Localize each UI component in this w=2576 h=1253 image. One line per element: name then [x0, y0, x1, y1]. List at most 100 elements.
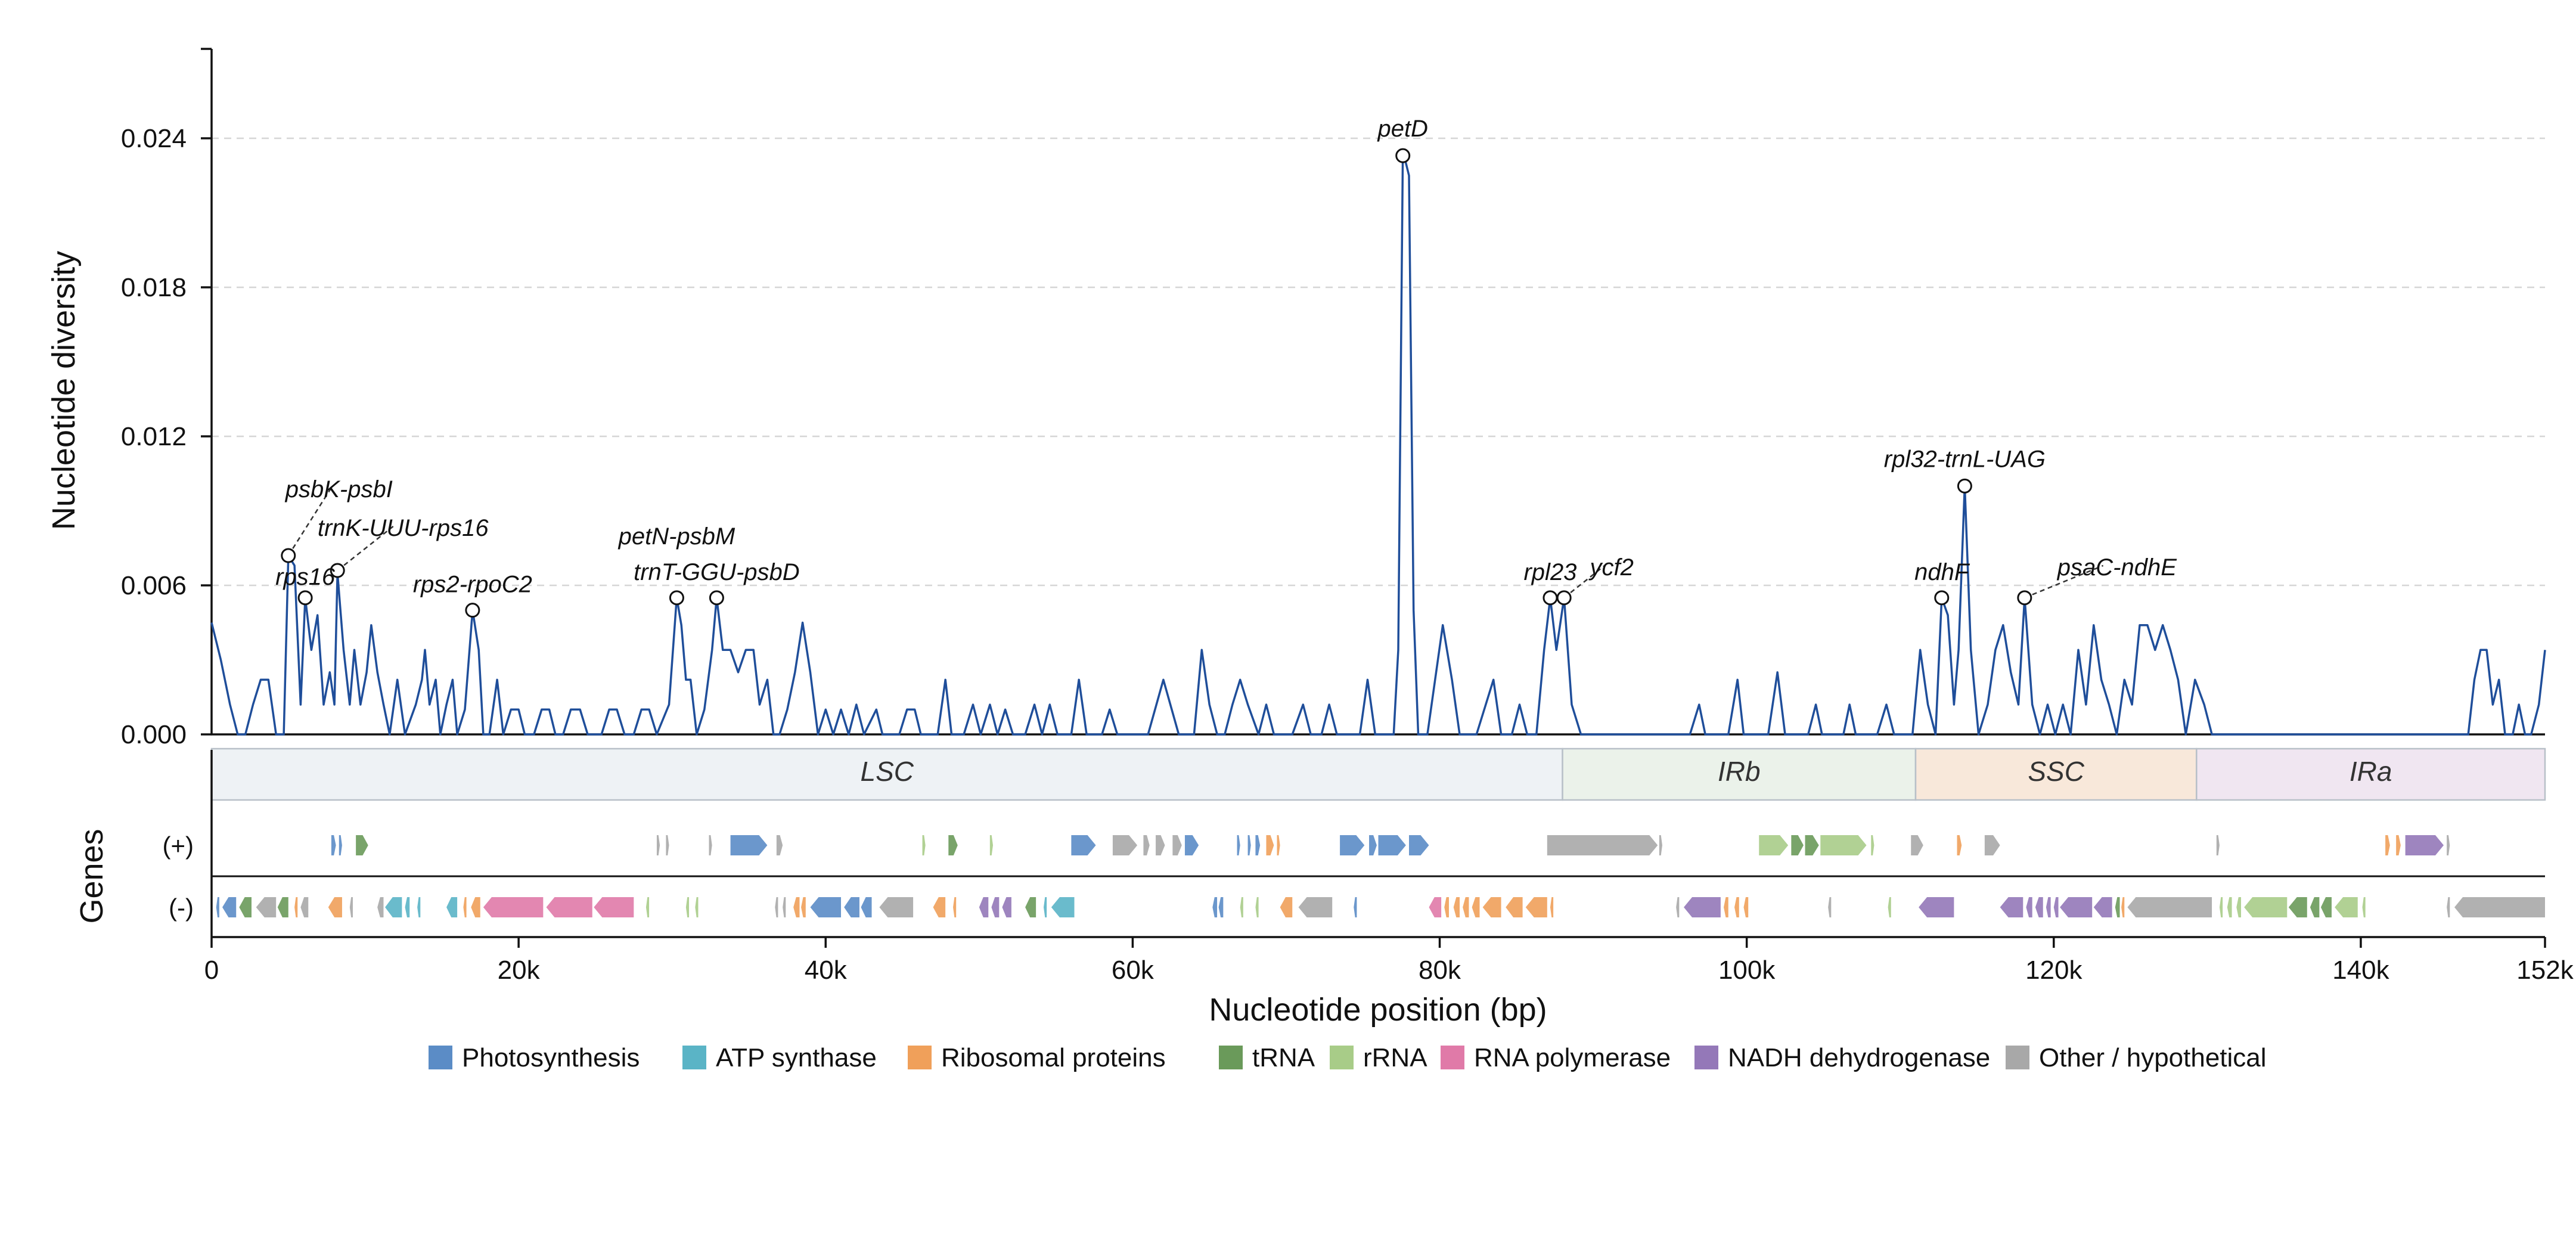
gene-feature-minus-77: [2310, 897, 2320, 917]
gene-feature-plus-36: [2216, 835, 2220, 855]
gene-feature-minus-27: [844, 897, 859, 917]
gene-feature-minus-53: [1550, 897, 1554, 917]
legend-swatch-trna: [1219, 1046, 1243, 1069]
region-label-irb: IRb: [1718, 756, 1761, 787]
gene-feature-plus-13: [1143, 835, 1150, 855]
gene-feature-minus-38: [1212, 897, 1218, 917]
peak-marker-psbk-psbi: [281, 548, 296, 563]
annotation-leader-trnk-uuu-rps16: [337, 526, 394, 571]
gene-feature-plus-15: [1172, 835, 1182, 855]
region-label-ssc: SSC: [2028, 756, 2084, 787]
gene-feature-plus-34: [1957, 835, 1962, 855]
gene-feature-minus-73: [2227, 897, 2232, 917]
peak-label-psbk-psbi: psbK-psbI: [285, 476, 393, 503]
gene-feature-minus-3: [256, 897, 277, 917]
gene-feature-minus-15: [471, 897, 480, 917]
gene-feature-minus-52: [1525, 897, 1547, 917]
gene-feature-plus-7: [776, 835, 783, 855]
gene-feature-minus-37: [1051, 897, 1075, 917]
gene-feature-plus-32: [1871, 835, 1874, 855]
y-tick-label-3: 0.018: [121, 273, 187, 302]
axes: 0.000 0.006 0.012 0.018 0.024 0 20k 40k 60k 80k 10…: [121, 48, 2574, 985]
gene-feature-plus-5: [709, 835, 712, 855]
gene-feature-minus-28: [861, 897, 872, 917]
gene-feature-minus-26: [810, 897, 842, 917]
gene-feature-plus-38: [2396, 835, 2401, 855]
gene-feature-plus-23: [1369, 835, 1377, 855]
gene-feature-minus-63: [2026, 897, 2032, 917]
gene-feature-minus-8: [349, 897, 353, 917]
legend-label-photosynthesis: Photosynthesis: [462, 1043, 640, 1072]
x-tick-label-3: 60k: [1112, 956, 1154, 985]
x-axis-title: Nucleotide position (bp): [1209, 992, 1547, 1028]
series-line-0: [210, 150, 2546, 736]
gene-feature-minus-55: [1684, 897, 1721, 917]
gene-feature-minus-44: [1354, 897, 1357, 917]
gridlines: [212, 137, 2545, 587]
gene-feature-minus-22: [775, 897, 778, 917]
gene-feature-minus-12: [417, 897, 421, 917]
region-label-lsc: LSC: [861, 756, 914, 787]
gene-feature-minus-49: [1472, 897, 1480, 917]
gene-feature-minus-71: [2127, 897, 2212, 917]
gene-feature-plus-39: [2405, 835, 2444, 855]
peak-label-petn-psbm: petN-psbM: [618, 523, 735, 550]
gene-feature-plus-28: [1759, 835, 1789, 855]
gene-feature-minus-61: [1919, 897, 1954, 917]
peak-label-rpl23: rpl23: [1523, 559, 1576, 585]
gene-feature-minus-4: [277, 897, 288, 917]
strand-label-plus: (+): [163, 832, 194, 860]
legend-label-rna-polymerase: RNA polymerase: [1474, 1043, 1671, 1072]
genes-track-title: Genes: [74, 829, 110, 923]
gene-feature-minus-41: [1255, 897, 1259, 917]
x-tick-label-1: 20k: [498, 956, 541, 985]
peak-marker-trnt-ggu-psbd: [709, 590, 724, 606]
legend-swatch-photosynthesis: [429, 1046, 452, 1069]
peak-label-petd: petD: [1377, 116, 1428, 142]
gene-feature-minus-74: [2236, 897, 2242, 917]
legend-label-ribosomal-proteins: Ribosomal proteins: [941, 1043, 1166, 1072]
gene-feature-minus-2: [239, 897, 252, 917]
peak-label-ndhf: ndhF: [1914, 559, 1970, 585]
gene-feature-plus-6: [730, 835, 768, 855]
peak-label-trnk-uuu-rps16: trnK-UUU-rps16: [318, 515, 489, 541]
x-tick-label-7: 140k: [2332, 956, 2389, 985]
gene-feature-minus-42: [1280, 897, 1293, 917]
gene-feature-plus-21: [1277, 835, 1280, 855]
gene-feature-minus-45: [1429, 897, 1442, 917]
peak-marker-rps2-rpoc2: [465, 603, 480, 618]
gene-feature-minus-57: [1734, 897, 1739, 917]
gene-feature-plus-26: [1547, 835, 1658, 855]
gene-feature-plus-24: [1378, 835, 1406, 855]
gene-feature-plus-20: [1266, 835, 1274, 855]
legend-swatch-nadh-dehydrogenase: [1694, 1046, 1718, 1069]
legend-swatch-rna-polymerase: [1441, 1046, 1464, 1069]
region-label-ira: IRa: [2350, 756, 2392, 787]
region-band: LSC IRb SSC IRa: [210, 748, 2546, 801]
gene-feature-minus-59: [1828, 897, 1832, 917]
gene-feature-minus-43: [1298, 897, 1333, 917]
gene-feature-plus-31: [1820, 835, 1867, 855]
gene-feature-minus-48: [1463, 897, 1469, 917]
gene-feature-minus-21: [695, 897, 699, 917]
annotation-leader-psac-ndhe: [2024, 565, 2104, 598]
gene-feature-minus-58: [1743, 897, 1749, 917]
legend-swatch-ribosomal-proteins: [908, 1046, 932, 1069]
gene-feature-plus-37: [2385, 835, 2390, 855]
gene-feature-minus-82: [2454, 897, 2545, 917]
gene-feature-minus-30: [933, 897, 946, 917]
gene-feature-plus-18: [1247, 835, 1251, 855]
y-tick-label-0: 0.000: [121, 720, 187, 749]
gene-feature-minus-69: [2115, 897, 2120, 917]
gene-feature-minus-1: [222, 897, 237, 917]
gene-feature-plus-1: [339, 835, 342, 855]
peak-label-rpl32-trnl-uag: rpl32-trnL-UAG: [1884, 446, 2046, 472]
y-tick-label-1: 0.006: [121, 571, 187, 600]
peak-label-trnt-ggu-psbd: trnT-GGU-psbD: [634, 559, 800, 585]
gene-feature-minus-11: [405, 897, 410, 917]
gene-feature-minus-33: [991, 897, 1000, 917]
gene-feature-minus-56: [1724, 897, 1728, 917]
gene-feature-minus-5: [294, 897, 298, 917]
gene-feature-minus-13: [446, 897, 458, 917]
gene-feature-minus-46: [1444, 897, 1449, 917]
